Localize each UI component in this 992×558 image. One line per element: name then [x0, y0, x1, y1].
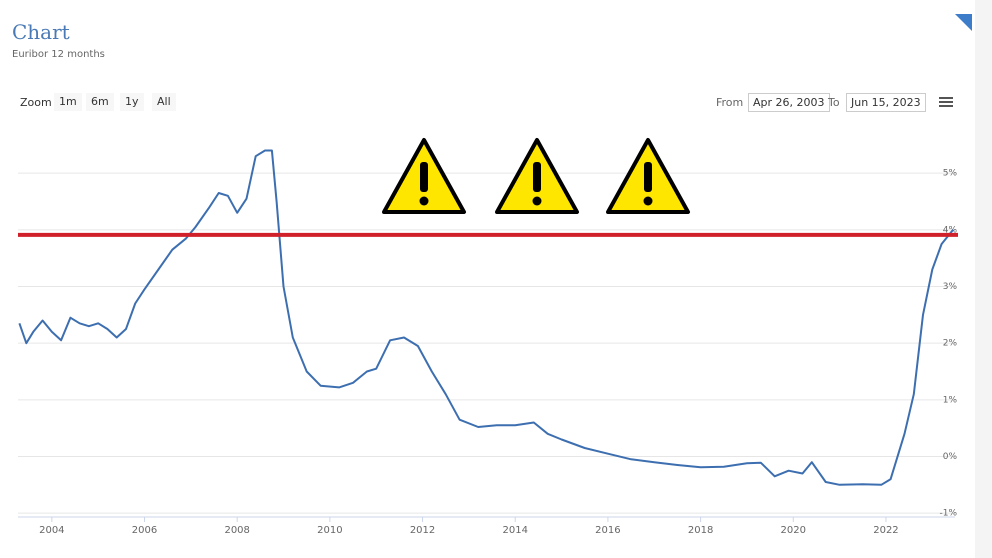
- warning-icon: [495, 138, 579, 214]
- x-tick-label: 2020: [781, 525, 806, 536]
- from-label: From: [716, 96, 744, 109]
- y-tick-label: 0%: [943, 452, 958, 462]
- range-button[interactable]: All: [152, 93, 176, 111]
- x-tick-label: 2006: [132, 525, 157, 536]
- x-tick-label: 2012: [410, 525, 435, 536]
- x-tick-label: 2018: [688, 525, 713, 536]
- x-tick-label: 2022: [873, 525, 898, 536]
- x-tick-label: 2014: [503, 525, 528, 536]
- x-tick-label: 2016: [595, 525, 620, 536]
- y-tick-label: 5%: [943, 169, 958, 179]
- to-date-input[interactable]: Jun 15, 2023: [846, 93, 926, 112]
- menu-bar: [939, 105, 953, 107]
- y-tick-label: 3%: [943, 282, 958, 292]
- range-button[interactable]: 1y: [120, 93, 144, 111]
- y-tick-label: 4%: [943, 225, 958, 235]
- y-tick-label: -1%: [939, 509, 957, 519]
- y-tick-label: 2%: [943, 339, 958, 349]
- to-label: To: [828, 96, 840, 109]
- x-tick-label: 2010: [317, 525, 342, 536]
- y-tick-label: 1%: [943, 395, 958, 405]
- corner-marker: [955, 14, 972, 31]
- chart-title: Chart: [12, 20, 70, 44]
- zoom-label: Zoom: [20, 96, 52, 109]
- data-line: [18, 149, 954, 486]
- menu-bar: [939, 97, 953, 99]
- warning-icon: [606, 138, 690, 214]
- chart-subtitle: Euribor 12 months: [12, 49, 105, 60]
- from-date-input[interactable]: Apr 26, 2003: [748, 93, 830, 112]
- range-button[interactable]: 6m: [86, 93, 114, 111]
- x-tick-label: 2004: [39, 525, 64, 536]
- x-tick-label: 2008: [224, 525, 249, 536]
- menu-icon[interactable]: [939, 97, 953, 107]
- menu-bar: [939, 101, 953, 103]
- warning-icons: [382, 138, 690, 214]
- range-button[interactable]: 1m: [54, 93, 82, 111]
- warning-icon: [382, 138, 466, 214]
